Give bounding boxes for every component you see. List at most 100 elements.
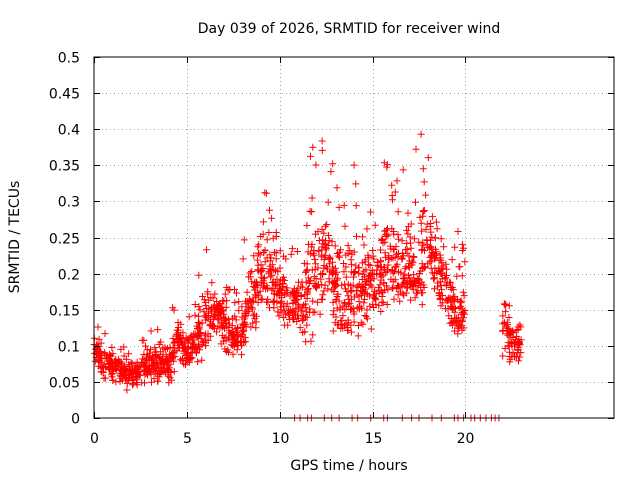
data-point — [149, 356, 157, 364]
data-point — [97, 368, 105, 376]
data-point — [213, 328, 221, 336]
data-point — [287, 250, 295, 258]
data-point — [206, 332, 214, 340]
data-point — [268, 214, 276, 222]
data-point — [282, 290, 290, 298]
data-point — [275, 312, 283, 320]
data-point — [459, 288, 467, 296]
data-point — [380, 266, 388, 274]
data-point — [297, 307, 305, 315]
data-point — [259, 277, 267, 285]
data-point — [321, 240, 329, 248]
data-point — [239, 328, 247, 336]
data-point — [332, 296, 340, 303]
data-point — [352, 180, 360, 188]
data-point — [360, 289, 368, 297]
data-point — [515, 357, 522, 365]
data-point — [308, 194, 316, 202]
data-point — [187, 332, 195, 340]
data-point — [439, 264, 447, 272]
data-point — [379, 299, 387, 307]
data-point — [340, 268, 348, 276]
data-point — [277, 287, 285, 294]
data-point — [128, 360, 136, 368]
data-point — [146, 368, 154, 376]
data-point — [235, 307, 243, 315]
data-point — [283, 284, 291, 292]
data-point — [142, 342, 149, 350]
data-point — [307, 337, 315, 345]
data-point — [334, 290, 342, 298]
data-point — [254, 249, 262, 257]
data-point — [350, 310, 358, 318]
data-point — [299, 329, 307, 337]
data-point — [94, 355, 102, 363]
data-point — [101, 330, 109, 338]
x-axis-label: GPS time / hours — [290, 458, 407, 474]
data-point — [378, 236, 386, 244]
data-point — [437, 254, 445, 262]
data-point — [399, 290, 407, 298]
data-point — [170, 368, 178, 376]
data-point — [193, 333, 201, 340]
data-point — [318, 281, 326, 289]
data-point — [407, 296, 415, 304]
data-point — [347, 282, 355, 290]
data-point — [302, 267, 310, 275]
data-point — [293, 296, 301, 304]
data-point — [355, 293, 363, 301]
data-point — [183, 354, 191, 361]
data-point — [322, 263, 330, 271]
data-point — [499, 320, 507, 328]
data-point — [331, 242, 339, 250]
data-point — [403, 245, 411, 253]
data-point — [435, 266, 443, 274]
data-point — [454, 228, 462, 235]
data-point — [513, 326, 521, 334]
data-point — [400, 291, 408, 299]
data-point — [354, 332, 362, 340]
data-point — [309, 331, 317, 339]
x-tick-label: 10 — [272, 431, 290, 447]
data-point — [318, 270, 326, 277]
data-point — [191, 311, 199, 319]
data-point — [451, 243, 459, 251]
data-point — [249, 312, 257, 320]
data-point — [232, 316, 240, 324]
data-point — [396, 297, 404, 305]
data-point — [102, 363, 110, 370]
data-point — [374, 262, 382, 270]
data-point — [147, 327, 155, 335]
data-point — [166, 374, 174, 382]
data-point — [449, 296, 457, 304]
data-point — [365, 254, 373, 262]
data-point — [453, 314, 461, 322]
data-point — [506, 348, 514, 356]
data-point — [391, 276, 399, 284]
data-point — [344, 326, 351, 334]
data-point — [347, 288, 355, 296]
data-point — [207, 294, 215, 302]
data-point — [238, 351, 245, 359]
data-point — [363, 313, 370, 321]
data-point — [360, 241, 368, 249]
data-point — [365, 261, 373, 269]
data-point — [195, 271, 203, 279]
data-point — [120, 343, 128, 351]
data-point — [319, 291, 327, 299]
data-point — [137, 363, 145, 371]
data-point — [241, 333, 249, 341]
data-point — [403, 226, 411, 234]
data-point — [261, 274, 268, 282]
data-point — [248, 268, 256, 275]
data-point — [147, 367, 155, 375]
data-point — [338, 281, 346, 289]
data-point — [433, 225, 441, 233]
data-point — [225, 348, 232, 356]
data-point — [250, 252, 258, 260]
data-point — [286, 292, 294, 300]
data-point — [184, 336, 191, 344]
data-point — [418, 246, 426, 253]
data-point — [418, 239, 426, 247]
data-point — [125, 360, 133, 368]
